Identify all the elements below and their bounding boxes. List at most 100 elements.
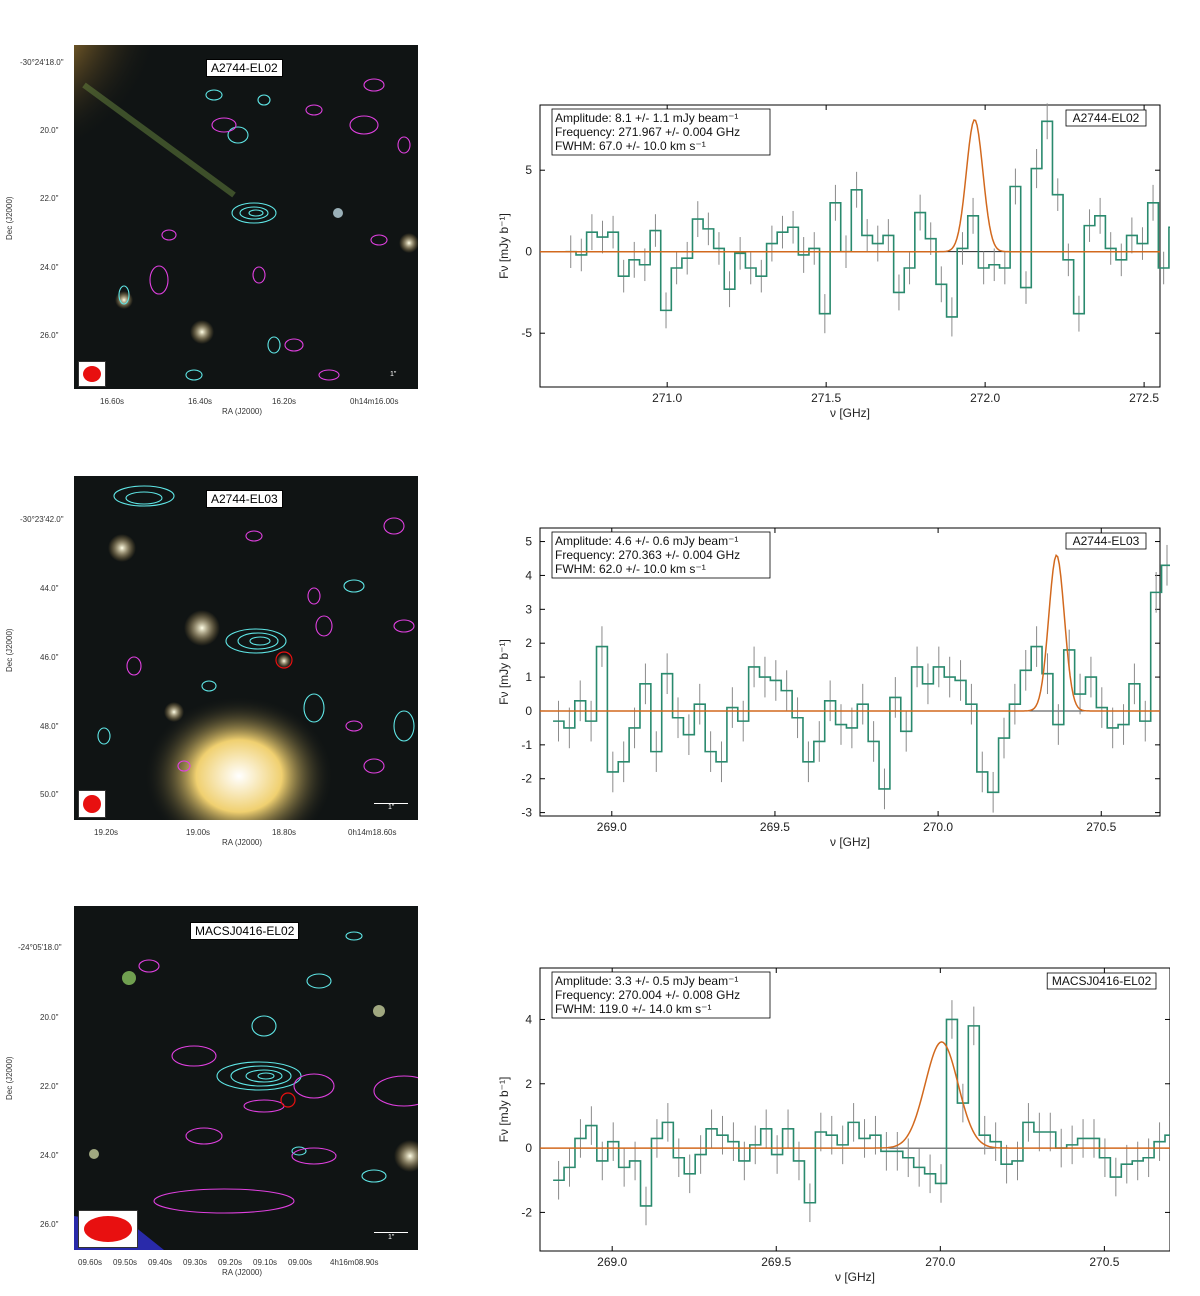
x-tick-label: 269.0: [597, 1255, 627, 1269]
y-axis-title: Fν [mJy b⁻¹]: [497, 213, 511, 279]
x-tick-label: 272.5: [1129, 391, 1159, 405]
dec-tick-3-2: 22.0": [40, 1082, 59, 1091]
y-tick-label: 2: [525, 1077, 532, 1091]
spectrum-chart-3: 269.0 269.5 270.0 270.5 -2 0 2 4 ν [GHz] Fν [mJy …: [497, 967, 1170, 1284]
scale-label-2: 1": [388, 804, 395, 811]
y-tick-label: 5: [525, 163, 532, 177]
spectrum-chart-2: 269.0 269.5 270.0 270.5 -3 -2 -1 0 1 2 3 4 5 ν [GHz] F…: [497, 527, 1170, 849]
ra-title-2: RA (J2000): [222, 838, 263, 847]
x-tick-label: 270.5: [1089, 1255, 1119, 1269]
fit-parameter-line: Frequency: 270.363 +/- 0.004 GHz: [555, 548, 740, 562]
y-tick-label: 4: [525, 568, 532, 582]
gaussian-fit-series: [540, 553, 1160, 712]
beam-ellipse-3: [84, 1216, 132, 1242]
spectrum-name-box: [1065, 109, 1147, 127]
y-tick-label: -1: [521, 738, 532, 752]
x-tick-label: 269.0: [597, 820, 627, 834]
image-panel-3: MACSJ0416-EL02 1": [74, 906, 418, 1250]
ra-title-3: RA (J2000): [222, 1268, 263, 1277]
ra-tick-3-0: 09.60s: [78, 1258, 103, 1267]
y-tick-label: -2: [521, 1205, 532, 1219]
image-stamp-3: [74, 931, 418, 1250]
dec-title-1: Dec (J2000): [5, 196, 14, 240]
dec-title-3: Dec (J2000): [5, 1056, 14, 1100]
ra-tick-3-5: 09.10s: [253, 1258, 278, 1267]
y-tick-label: -3: [521, 806, 532, 820]
image-panel-1: A2744-EL02 1": [74, 45, 418, 389]
x-tick-label: 271.0: [652, 391, 682, 405]
dec-tick-1-2: 22.0": [40, 194, 59, 203]
scale-label-3: 1": [388, 1234, 395, 1241]
ra-tick-3-1: 09.50s: [113, 1258, 138, 1267]
spectrum-name: A2744-EL03: [1073, 534, 1140, 548]
x-tick-label: 271.5: [811, 391, 841, 405]
dec-tick-3-0: -24°05'18.0": [18, 943, 62, 952]
y-tick-label: 0: [525, 704, 532, 718]
fit-parameter-line: FWHM: 62.0 +/- 10.0 km s⁻¹: [555, 562, 706, 576]
fit-parameters-box: [551, 531, 771, 579]
ra-tick-2-0: 19.20s: [94, 828, 119, 837]
gaussian-fit-series: [540, 119, 1160, 253]
beam-ellipse-2: [83, 795, 101, 813]
fit-parameter-line: Amplitude: 3.3 +/- 0.5 mJy beam⁻¹: [555, 974, 738, 988]
dec-tick-1-1: 20.0": [40, 126, 59, 135]
dec-tick-2-2: 46.0": [40, 653, 59, 662]
y-tick-label: 0: [525, 245, 532, 259]
spectrum-series: [553, 564, 1170, 794]
ra-tick-3-2: 09.40s: [148, 1258, 173, 1267]
spectrum-series: [565, 120, 1170, 318]
dec-tick-3-3: 24.0": [40, 1151, 59, 1160]
ra-tick-3-7: 4h16m08.90s: [330, 1258, 379, 1267]
x-axis-title: ν [GHz]: [830, 406, 870, 420]
beam-ellipse-1: [83, 366, 101, 382]
ra-title-1: RA (J2000): [222, 407, 263, 416]
ra-tick-1-3: 0h14m16.00s: [350, 397, 399, 406]
x-tick-label: 270.5: [1086, 820, 1116, 834]
scale-bar-2: [374, 803, 408, 804]
x-tick-label: 269.5: [761, 1255, 791, 1269]
dec-tick-1-3: 24.0": [40, 263, 59, 272]
dec-tick-1-0: -30°24'18.0": [20, 58, 64, 67]
ra-tick-3-4: 09.20s: [218, 1258, 243, 1267]
ra-tick-2-3: 0h14m18.60s: [348, 828, 397, 837]
spectrum-series: [553, 1018, 1170, 1207]
dec-tick-2-3: 48.0": [40, 722, 59, 731]
ra-tick-3-3: 09.30s: [183, 1258, 208, 1267]
dec-tick-2-1: 44.0": [40, 584, 59, 593]
ra-tick-2-1: 19.00s: [186, 828, 211, 837]
dec-tick-3-4: 26.0": [40, 1220, 59, 1229]
fit-parameters-box: [551, 108, 771, 156]
fit-parameters-box: [551, 971, 771, 1019]
y-tick-label: 2: [525, 636, 532, 650]
x-axis-title: ν [GHz]: [830, 835, 870, 849]
fit-parameter-line: Frequency: 270.004 +/- 0.008 GHz: [555, 988, 740, 1002]
y-tick-label: 0: [525, 1141, 532, 1155]
fit-parameter-line: Frequency: 271.967 +/- 0.004 GHz: [555, 125, 740, 139]
dec-tick-2-0: -30°23'42.0": [20, 515, 64, 524]
spectrum-name: A2744-EL02: [1073, 111, 1140, 125]
x-tick-label: 272.0: [970, 391, 1000, 405]
image-label-2: A2744-EL03: [206, 490, 283, 508]
beam-box-2: [78, 790, 106, 818]
image-panel-2: A2744-EL03 1": [74, 476, 418, 820]
scale-label-1: 1": [390, 371, 397, 378]
y-tick-label: 5: [525, 535, 532, 549]
fit-parameter-line: FWHM: 67.0 +/- 10.0 km s⁻¹: [555, 139, 706, 153]
fit-parameter-line: Amplitude: 8.1 +/- 1.1 mJy beam⁻¹: [555, 111, 738, 125]
gaussian-fit-series: [540, 1041, 1170, 1149]
dec-title-2: Dec (J2000): [5, 628, 14, 672]
image-label-1: A2744-EL02: [206, 59, 283, 77]
y-tick-label: 1: [525, 670, 532, 684]
beam-box-3: [78, 1210, 138, 1248]
y-tick-label: -2: [521, 772, 532, 786]
spectrum-chart-1: 271.0 271.5 272.0 272.5 -5 0 5 ν [GHz] Fν [mJy b…: [497, 103, 1170, 420]
ra-tick-1-1: 16.40s: [188, 397, 213, 406]
dec-tick-2-4: 50.0": [40, 790, 59, 799]
x-tick-label: 269.5: [760, 820, 790, 834]
image-stamp-1: [74, 45, 418, 381]
ra-tick-2-2: 18.80s: [272, 828, 297, 837]
y-tick-label: 3: [525, 602, 532, 616]
spectrum-name-box: [1046, 972, 1157, 990]
dec-tick-1-4: 26.0": [40, 331, 59, 340]
image-stamp-2: [97, 485, 415, 820]
